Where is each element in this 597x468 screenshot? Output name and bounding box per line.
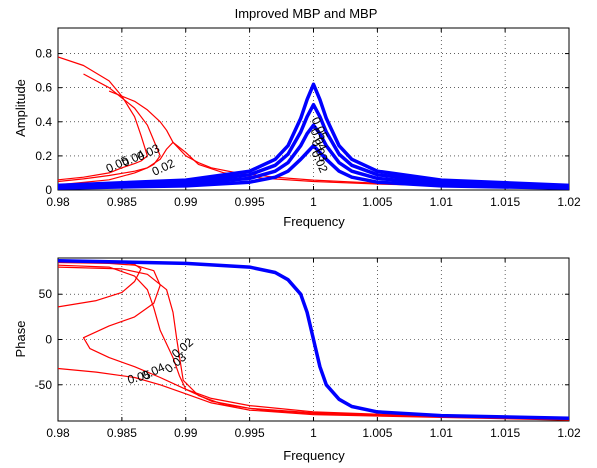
x-tick-label: 1 [310,195,317,209]
x-tick-label: 1.005 [362,426,392,440]
x-tick-label: 0.995 [235,195,265,209]
improved-series-line [58,123,569,189]
mbp-series-line [58,56,148,181]
y-tick-label: 0.4 [35,115,52,129]
y-tick-label: 0 [45,333,52,347]
y-tick-label: 0.8 [35,47,52,61]
y-tick-label: 50 [39,287,53,301]
x-tick-label: 0.995 [235,426,265,440]
x-tick-label: 0.985 [107,426,137,440]
y-tick-label: -50 [35,378,53,392]
mbp-series-line [58,73,161,183]
x-tick-label: 1.015 [490,426,520,440]
x-tick-label: 0.98 [46,195,70,209]
x-tick-label: 1.005 [362,195,392,209]
chart-title: Improved MBP and MBP [235,6,378,21]
x-tick-label: 1.02 [557,426,581,440]
phase-ylabel: Phase [13,321,28,358]
x-tick-label: 0.98 [46,426,70,440]
amplitude-axes: 0.98 0.985 0.99 0.995 1 1.005 1.01 1.015 1.02 0 0.… [35,27,581,209]
mbp-series-line [58,141,569,188]
mbp-contour-label: 0.05 [126,367,152,387]
x-tick-label: 1.02 [557,195,581,209]
x-tick-label: 1.01 [430,195,454,209]
improved-series-line [58,143,569,190]
mbp-series-line [58,261,569,420]
mbp-series-line [58,367,569,421]
x-tick-label: 0.99 [174,195,198,209]
improved-series-line [58,258,569,421]
improved-series-line [58,102,569,188]
amplitude-ylabel: Amplitude [13,79,28,137]
x-tick-label: 1.01 [430,426,454,440]
y-tick-label: 0.6 [35,81,52,95]
phase-xlabel: Frequency [283,448,345,463]
phase-axes: 0.98 0.985 0.99 0.995 1 1.005 1.01 1.015 1.02 -50… [35,257,581,440]
x-tick-label: 0.99 [174,426,198,440]
y-tick-label: 0.2 [35,149,52,163]
x-tick-label: 0.985 [107,195,137,209]
x-tick-label: 1 [310,426,317,440]
improved-series-line [58,82,569,188]
x-tick-label: 1.015 [490,195,520,209]
amplitude-xlabel: Frequency [283,214,345,229]
y-tick-label: 0 [45,183,52,197]
mbp-series-line [58,266,569,420]
